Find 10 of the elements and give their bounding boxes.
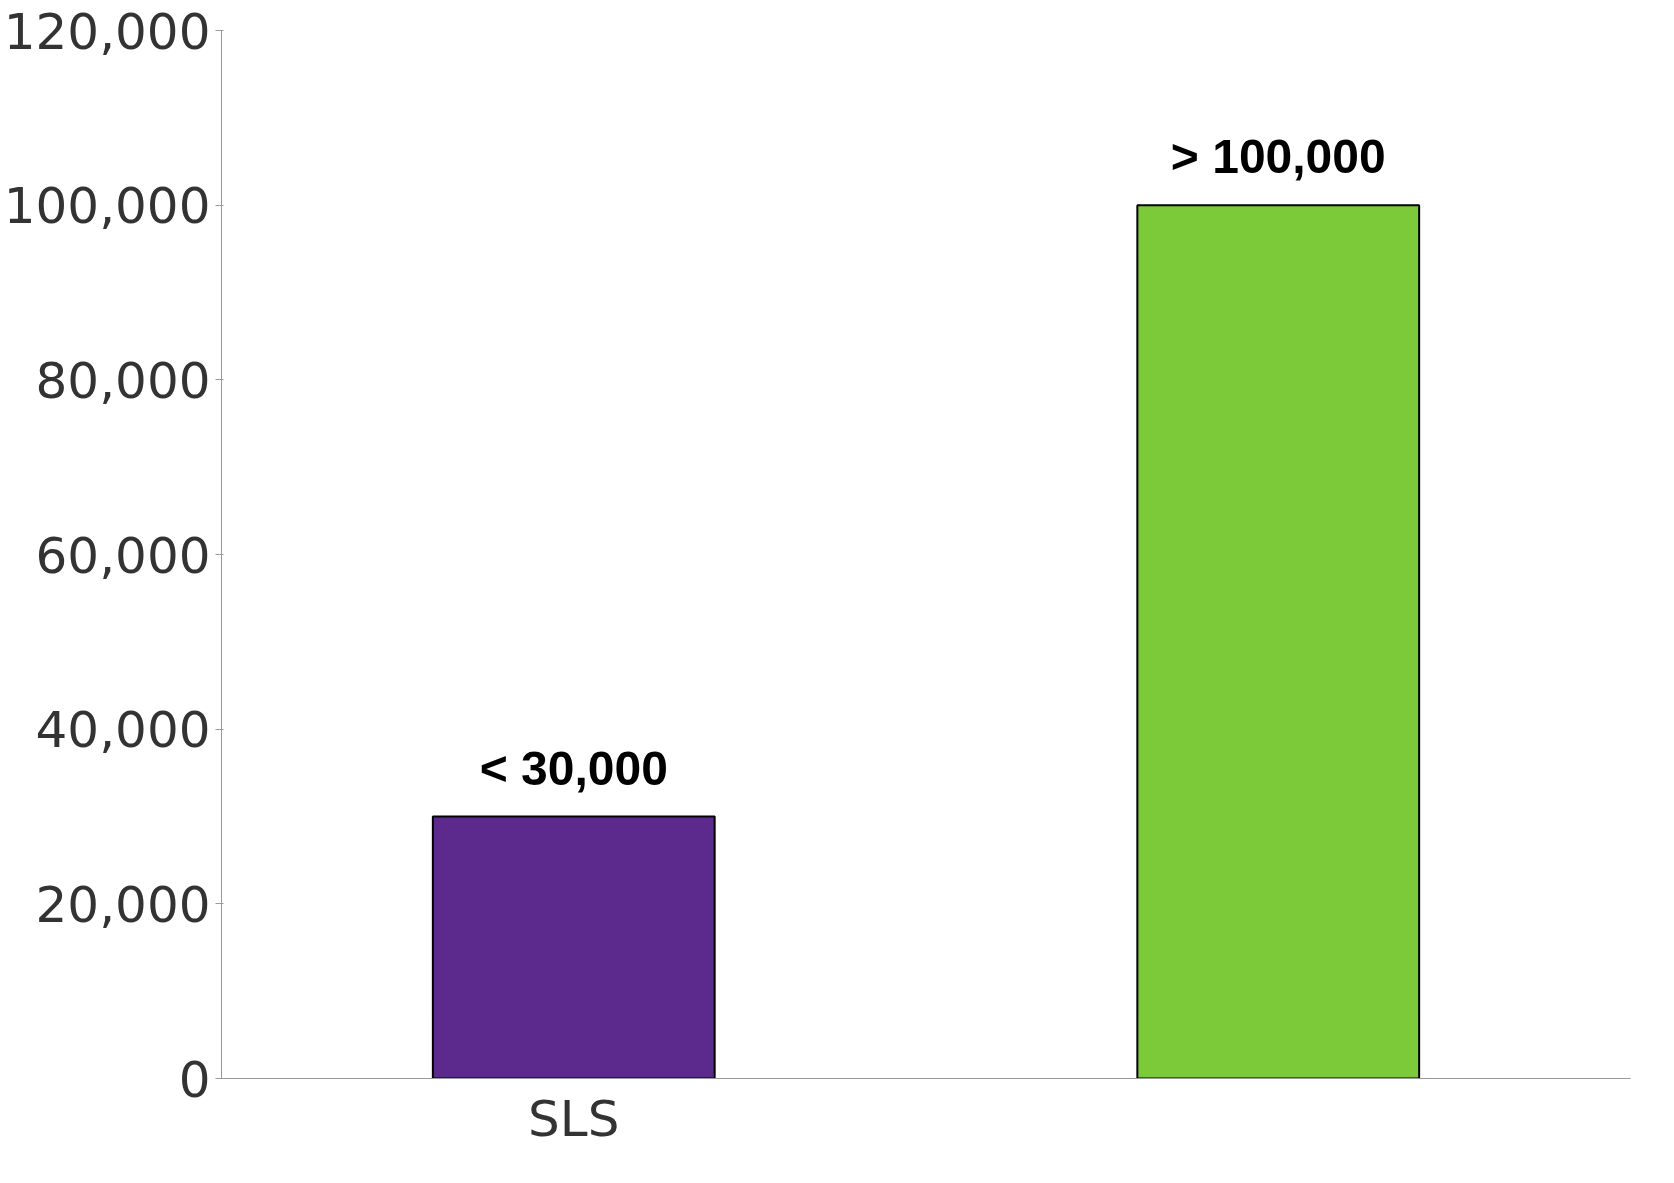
y-tick-label: 20,000 xyxy=(35,875,211,934)
data-label: > 100,000 xyxy=(1170,130,1386,184)
y-tick-label: 80,000 xyxy=(35,351,211,410)
y-tick-label: 0 xyxy=(178,1050,211,1109)
x-tick-label: SLS xyxy=(528,1089,620,1148)
y-tick-label: 120,000 xyxy=(3,2,211,61)
y-tick-label: 100,000 xyxy=(3,177,211,236)
data-label: < 30,000 xyxy=(479,741,668,795)
y-tick-label: 40,000 xyxy=(35,701,211,760)
y-tick-label: 60,000 xyxy=(35,526,211,585)
